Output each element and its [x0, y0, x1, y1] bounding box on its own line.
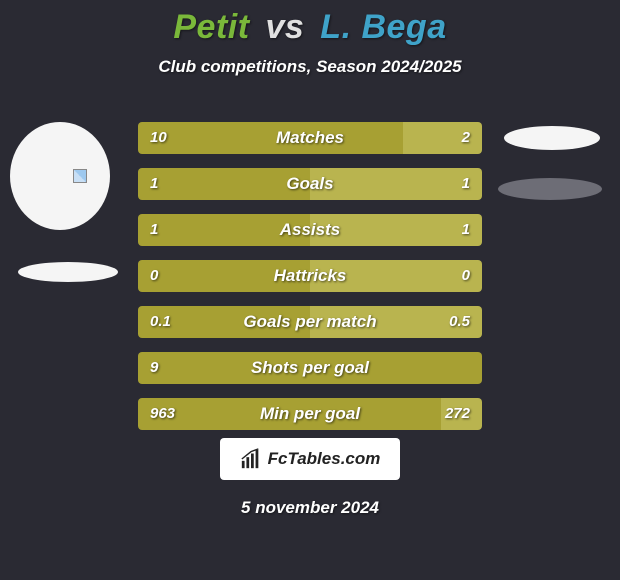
stat-row: Assists1 1	[138, 214, 482, 246]
stat-value-left: 0	[150, 260, 158, 292]
stat-bars: Matches102Goals11Assists11Hattricks00Goa…	[138, 122, 482, 444]
stat-value-right: 0	[462, 260, 470, 292]
chart-icon	[240, 448, 262, 470]
comparison-card: Petit vs L. Bega Club competitions, Seas…	[0, 0, 620, 580]
stat-label: Assists	[138, 214, 482, 246]
brand-badge[interactable]: FcTables.com	[220, 438, 400, 480]
stat-row: Goals1 1	[138, 168, 482, 200]
stat-value-left: 10	[150, 122, 167, 154]
brand-text: FcTables.com	[268, 449, 381, 469]
stat-value-left: 1	[150, 168, 158, 200]
stat-label: Hattricks	[138, 260, 482, 292]
stat-label: Shots per goal	[138, 352, 482, 384]
stat-value-right: 272	[445, 398, 470, 430]
stat-value-left: 963	[150, 398, 175, 430]
vs-label: vs	[266, 8, 305, 46]
stat-row: Matches10 2	[138, 122, 482, 154]
player2-name: L. Bega	[320, 8, 446, 46]
player2-avatar	[504, 126, 600, 150]
stat-label: Min per goal	[138, 398, 482, 430]
player1-avatar	[10, 122, 110, 230]
stat-value-right: 0.5	[449, 306, 470, 338]
stat-row: Hattricks0 0	[138, 260, 482, 292]
stat-row: Goals per match0.1 0.5	[138, 306, 482, 338]
stat-value-left: 0.1	[150, 306, 171, 338]
stat-value-right: 2	[462, 122, 470, 154]
stat-row: Shots per goal9	[138, 352, 482, 384]
stat-row: Min per goal963 272	[138, 398, 482, 430]
player2-avatar-shadow	[498, 178, 602, 200]
stat-label: Matches	[138, 122, 482, 154]
card-title: Petit vs L. Bega	[0, 0, 620, 47]
stat-value-left: 1	[150, 214, 158, 246]
player1-avatar-shadow	[18, 262, 118, 282]
stat-value-right: 1	[462, 168, 470, 200]
player1-name: Petit	[173, 8, 249, 46]
stat-label: Goals	[138, 168, 482, 200]
stat-value-right: 1	[462, 214, 470, 246]
card-subtitle: Club competitions, Season 2024/2025	[0, 57, 620, 77]
stat-label: Goals per match	[138, 306, 482, 338]
broken-image-icon	[73, 169, 87, 183]
footer-date: 5 november 2024	[0, 498, 620, 518]
stat-value-left: 9	[150, 352, 158, 384]
